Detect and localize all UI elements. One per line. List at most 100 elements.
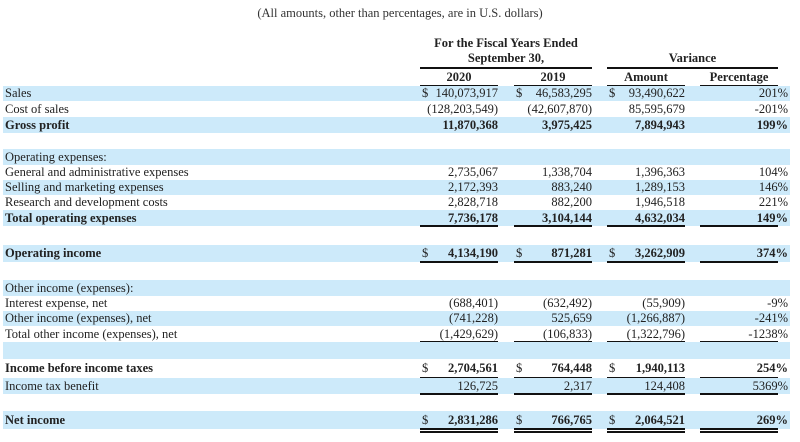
table-row: Research and development costs 2,828,718 8… xyxy=(3,195,790,210)
cell-2020: (741,228) xyxy=(449,311,498,325)
row-label: Income tax benefit xyxy=(5,379,99,393)
variance-group-header: Variance xyxy=(668,51,717,65)
cell-2020: 2,704,561 xyxy=(448,361,498,375)
cell-2019: (42,607,870) xyxy=(527,102,592,116)
cell-2020: (688,401) xyxy=(449,296,498,310)
table-row: Other income (expenses), net (741,228) 525… xyxy=(3,311,790,326)
currency-symbol: $ xyxy=(609,413,616,427)
cell-2019: 764,448 xyxy=(551,361,592,375)
cell-amount: 7,894,943 xyxy=(635,118,685,132)
currency-symbol: $ xyxy=(422,413,429,427)
cell-2019: 3,975,425 xyxy=(542,118,592,132)
row-label: General and administrative expenses xyxy=(5,165,189,179)
table-row xyxy=(3,133,790,149)
cell-2019: 46,583,295 xyxy=(535,86,592,100)
row-label: Interest expense, net xyxy=(5,296,108,310)
fiscal-group-line2: September 30, xyxy=(467,51,545,65)
cell-amount: 93,490,622 xyxy=(628,86,685,100)
cell-2020: 2,735,067 xyxy=(448,165,498,179)
double-underline-rule xyxy=(420,428,498,433)
cell-2019: 882,200 xyxy=(551,195,592,209)
row-label: Operating income xyxy=(5,246,102,260)
table-row: Gross profit 11,870,368 3,975,425 7,894,943… xyxy=(3,117,790,133)
currency-symbol: $ xyxy=(422,246,429,260)
cell-2020: 2,831,286 xyxy=(448,413,498,427)
cell-2019: 883,240 xyxy=(551,180,592,194)
table-row: Interest expense, net (688,401) (632,492) (… xyxy=(3,296,790,311)
cell-2019: (106,833) xyxy=(543,327,592,341)
underline-rule xyxy=(514,393,592,395)
row-label: Cost of sales xyxy=(5,102,69,116)
cell-percentage: 269% xyxy=(756,413,788,427)
cell-amount: (1,322,796) xyxy=(626,327,685,341)
cell-2020: 140,073,917 xyxy=(435,86,499,100)
table-row xyxy=(3,226,790,245)
cell-2020: 11,870,368 xyxy=(442,118,498,132)
currency-symbol: $ xyxy=(422,86,429,100)
cell-2019: 525,659 xyxy=(551,311,592,325)
cell-2020: 2,172,393 xyxy=(448,180,498,194)
cell-2019: 766,765 xyxy=(551,413,592,427)
cell-percentage: 374% xyxy=(756,246,788,260)
table-row: Other income (expenses): xyxy=(3,280,790,296)
cell-percentage: 104% xyxy=(758,165,788,179)
cell-2020: 4,134,190 xyxy=(448,246,498,260)
table-row: Cost of sales (128,203,549) (42,607,870) 85… xyxy=(3,101,790,117)
cell-2019: (632,492) xyxy=(543,296,592,310)
cell-2020: 126,725 xyxy=(457,379,498,393)
currency-symbol: $ xyxy=(609,246,616,260)
col-header-2020: 2020 xyxy=(446,70,472,84)
row-label: Sales xyxy=(5,86,32,100)
currency-symbol: $ xyxy=(609,361,616,375)
cell-amount: 1,396,363 xyxy=(635,165,685,179)
table-row: Selling and marketing expenses 2,172,393 8… xyxy=(3,180,790,195)
cell-percentage: -9% xyxy=(767,296,788,310)
cell-percentage: -241% xyxy=(754,311,788,325)
table-row: Total operating expenses 7,736,178 3,104,1… xyxy=(3,210,790,226)
row-label: Income before income taxes xyxy=(5,361,153,375)
cell-2019: 3,104,144 xyxy=(542,211,592,225)
cell-amount: 1,289,153 xyxy=(635,180,685,194)
currency-symbol: $ xyxy=(516,361,523,375)
cell-amount: 1,940,113 xyxy=(635,361,685,375)
underline-rule xyxy=(700,225,778,227)
table-row: Income before income taxes 2,704,561 $764,… xyxy=(3,359,790,378)
row-label: Operating expenses: xyxy=(5,150,107,164)
cell-2020: (128,203,549) xyxy=(427,102,498,116)
underline-rule xyxy=(607,225,685,227)
underline-rule xyxy=(514,261,592,263)
fiscal-years-group-header: For the Fiscal Years Ended September 30, xyxy=(420,36,592,66)
cell-2020: (1,429,629) xyxy=(439,327,498,341)
fiscal-group-line1: For the Fiscal Years Ended xyxy=(434,36,578,50)
row-label: Selling and marketing expenses xyxy=(5,180,164,194)
currency-symbol: $ xyxy=(516,246,523,260)
cell-amount: 2,064,521 xyxy=(635,413,685,427)
underline-rule xyxy=(700,393,778,395)
cell-2020: 2,828,718 xyxy=(448,195,498,209)
table-row: Operating expenses: xyxy=(3,149,790,165)
cell-2019: 871,281 xyxy=(551,246,592,260)
cell-2019: 2,317 xyxy=(563,379,592,393)
cell-amount: 124,408 xyxy=(644,379,685,393)
cell-amount: 85,595,679 xyxy=(628,102,685,116)
col-header-amount: Amount xyxy=(624,70,668,84)
table-row xyxy=(3,263,790,280)
cell-percentage: 146% xyxy=(758,180,788,194)
row-label: Other income (expenses), net xyxy=(5,311,152,325)
row-label: Research and development costs xyxy=(5,195,168,209)
fiscal-group-rule xyxy=(420,67,592,69)
cell-percentage: -201% xyxy=(754,102,788,116)
cell-percentage: -1238% xyxy=(748,327,788,341)
row-label: Net income xyxy=(5,413,66,427)
cell-amount: 1,946,518 xyxy=(635,195,685,209)
currency-symbol: $ xyxy=(609,86,616,100)
cell-percentage: 199% xyxy=(756,118,788,132)
table-row: Operating income 4,134,190 $871,281 $3,262,… xyxy=(3,245,790,262)
row-label: Other income (expenses): xyxy=(5,281,134,295)
underline-rule xyxy=(420,225,498,227)
cell-percentage: 221% xyxy=(758,195,788,209)
double-underline-rule xyxy=(700,428,778,433)
table-row: Total other income (expenses), net (1,429… xyxy=(3,326,790,342)
table-row xyxy=(3,342,790,359)
table-row xyxy=(3,394,790,411)
